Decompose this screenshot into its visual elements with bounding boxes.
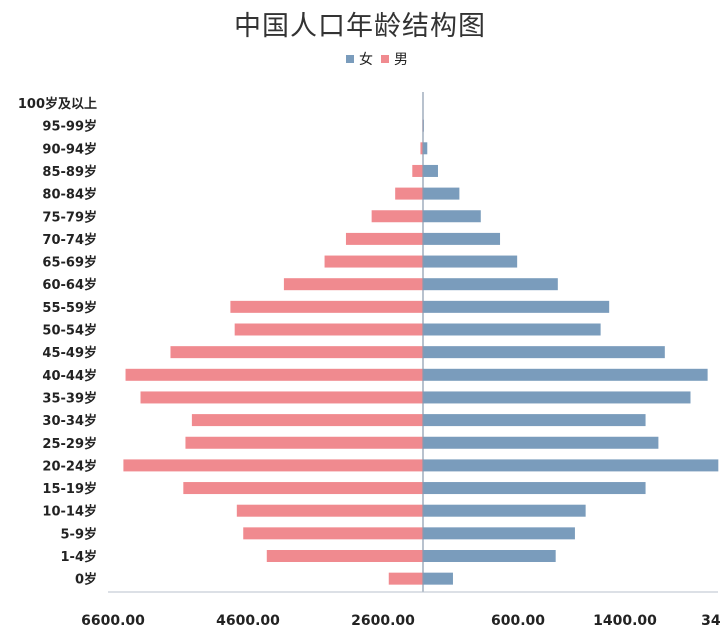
bar-female-18 bbox=[423, 164, 438, 177]
legend-item-male: 男 bbox=[381, 49, 408, 69]
bar-male-11 bbox=[234, 323, 423, 336]
category-label-6: 25-29岁 bbox=[42, 436, 97, 452]
legend-label-male: 男 bbox=[394, 52, 408, 68]
category-label-12: 55-59岁 bbox=[42, 300, 97, 316]
x-tick-label-5: 3400.00 bbox=[701, 613, 720, 629]
bar-male-12 bbox=[230, 300, 423, 313]
bar-male-2 bbox=[243, 527, 423, 540]
bar-female-14 bbox=[423, 255, 518, 268]
category-label-16: 75-79岁 bbox=[42, 209, 97, 225]
bar-female-12 bbox=[423, 300, 610, 313]
category-label-20: 95-99岁 bbox=[42, 119, 97, 135]
category-label-4: 15-19岁 bbox=[42, 481, 97, 497]
bar-male-16 bbox=[371, 210, 423, 223]
bar-male-15 bbox=[345, 232, 423, 245]
bar-male-13 bbox=[283, 278, 423, 291]
category-label-21: 100岁及以上 bbox=[18, 96, 97, 112]
x-tick-label-4: 1400.00 bbox=[593, 613, 657, 629]
legend: 女 男 bbox=[346, 48, 416, 70]
x-tick-label-1: 4600.00 bbox=[216, 613, 280, 629]
category-label-15: 70-74岁 bbox=[42, 232, 97, 248]
bar-female-15 bbox=[423, 232, 501, 245]
category-label-0: 0岁 bbox=[75, 572, 97, 588]
chart-title: 中国人口年龄结构图 bbox=[234, 11, 486, 42]
bar-male-9 bbox=[125, 368, 423, 381]
category-label-17: 80-84岁 bbox=[42, 187, 97, 203]
bar-male-4 bbox=[183, 482, 423, 495]
category-label-11: 50-54岁 bbox=[42, 323, 97, 339]
legend-label-female: 女 bbox=[359, 52, 373, 68]
category-label-5: 20-24岁 bbox=[42, 458, 97, 474]
legend-item-female: 女 bbox=[346, 49, 373, 69]
bar-female-6 bbox=[423, 436, 659, 449]
x-tick-label-3: 600.00 bbox=[491, 613, 545, 629]
bar-female-10 bbox=[423, 346, 665, 359]
bar-female-11 bbox=[423, 323, 601, 336]
legend-swatch-female bbox=[346, 55, 354, 63]
bar-female-8 bbox=[423, 391, 691, 404]
category-label-9: 40-44岁 bbox=[42, 368, 97, 384]
x-tick-label-2: 2600.00 bbox=[351, 613, 415, 629]
bar-male-1 bbox=[266, 550, 423, 562]
bar-female-19 bbox=[423, 142, 428, 155]
bar-male-18 bbox=[412, 164, 423, 177]
bar-female-5 bbox=[423, 459, 719, 472]
bar-female-1 bbox=[423, 550, 556, 562]
bar-male-3 bbox=[236, 504, 423, 517]
bar-male-5 bbox=[123, 459, 424, 472]
bar-female-7 bbox=[423, 414, 646, 427]
bar-female-16 bbox=[423, 210, 481, 223]
category-label-3: 10-14岁 bbox=[42, 504, 97, 520]
bar-female-17 bbox=[423, 187, 460, 200]
bar-male-19 bbox=[420, 142, 423, 155]
legend-swatch-male bbox=[381, 55, 389, 63]
category-label-18: 85-89岁 bbox=[42, 164, 97, 180]
x-tick-label-0: 6600.00 bbox=[81, 613, 145, 629]
bar-female-9 bbox=[423, 368, 708, 381]
bar-female-13 bbox=[423, 278, 558, 291]
category-label-10: 45-49岁 bbox=[42, 345, 97, 361]
category-label-1: 1-4岁 bbox=[61, 549, 98, 565]
category-label-7: 30-34岁 bbox=[42, 413, 97, 429]
category-label-8: 35-39岁 bbox=[42, 390, 97, 406]
category-label-13: 60-64岁 bbox=[42, 277, 97, 293]
bar-female-3 bbox=[423, 504, 586, 517]
category-label-14: 65-69岁 bbox=[42, 255, 97, 271]
bar-male-10 bbox=[170, 346, 423, 359]
bar-male-7 bbox=[191, 414, 423, 427]
category-label-19: 90-94岁 bbox=[42, 141, 97, 157]
bar-male-17 bbox=[395, 187, 423, 200]
bar-female-2 bbox=[423, 527, 575, 540]
bar-male-6 bbox=[185, 436, 423, 449]
category-label-2: 5-9岁 bbox=[61, 526, 98, 542]
bar-female-0 bbox=[423, 572, 453, 585]
bar-male-14 bbox=[324, 255, 423, 268]
bar-male-0 bbox=[388, 572, 423, 585]
bar-female-4 bbox=[423, 482, 646, 495]
bar-male-8 bbox=[140, 391, 423, 404]
